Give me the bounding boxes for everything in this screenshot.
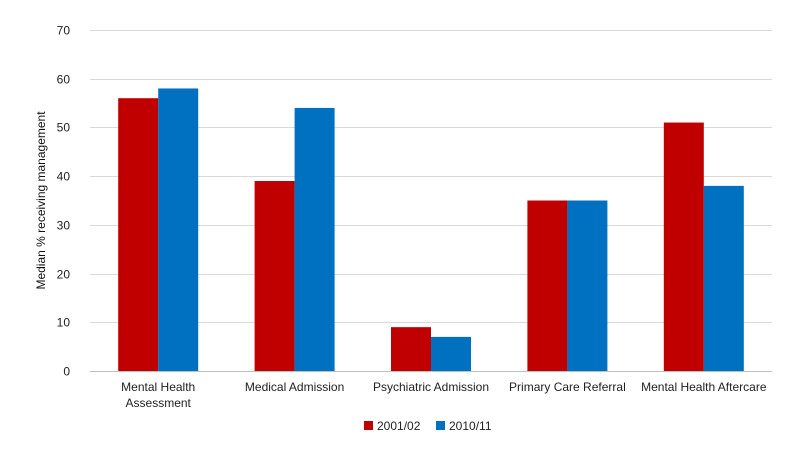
legend-swatch-2010-11	[436, 421, 445, 430]
bar-2001-02-2	[391, 327, 431, 371]
bar-2010-11-3	[567, 200, 608, 371]
bar-2001-02-4	[663, 122, 704, 371]
y-tick-label: 70	[57, 24, 71, 38]
bar-2010-11-2	[431, 336, 471, 371]
y-tick-label: 30	[57, 219, 71, 233]
y-tick-label: 60	[57, 73, 71, 87]
y-axis-title: Median % receiving management	[34, 111, 48, 290]
y-tick-label: 0	[63, 365, 70, 379]
x-category-label: Psychiatric Admission	[373, 380, 489, 394]
y-tick-label: 40	[57, 170, 71, 184]
bar-2001-02-1	[254, 181, 295, 371]
y-tick-label: 20	[57, 268, 71, 282]
bar-2010-11-1	[294, 107, 335, 371]
x-category-label: Primary Care Referral	[509, 380, 626, 394]
legend-label-2001-02: 2001/02	[377, 419, 421, 433]
y-tick-label: 10	[57, 316, 71, 330]
x-category-label: Assessment	[126, 396, 192, 410]
legend-swatch-2001-02	[364, 421, 373, 430]
bar-2010-11-4	[703, 185, 744, 371]
x-category-label: Medical Admission	[245, 380, 344, 394]
legend-label-2010-11: 2010/11	[449, 419, 492, 433]
y-tick-label: 50	[57, 121, 71, 135]
bar-2010-11-0	[158, 88, 199, 371]
bar-2001-02-0	[118, 98, 159, 371]
x-category-label: Mental Health	[121, 380, 195, 394]
x-category-label: Mental Health Aftercare	[641, 380, 767, 394]
bar-2001-02-3	[527, 200, 568, 371]
